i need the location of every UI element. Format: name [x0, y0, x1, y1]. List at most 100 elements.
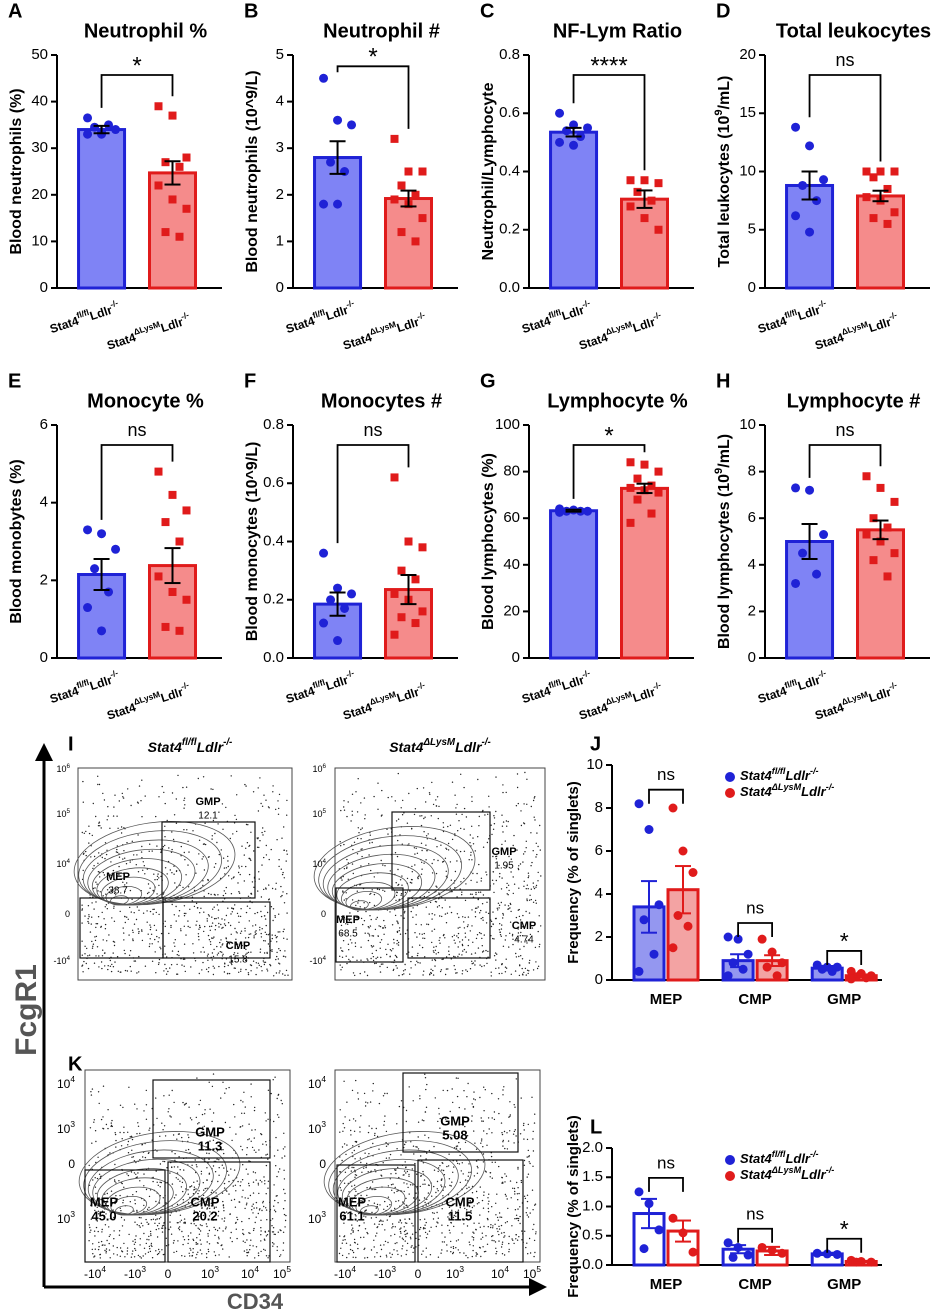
event-dot [490, 925, 493, 928]
event-dot [244, 930, 246, 932]
event-dot [424, 956, 426, 958]
x-tick-label-part: fl/fl [783, 677, 798, 690]
event-dot [398, 974, 400, 977]
event-dot [535, 1231, 537, 1233]
x-tick-label-part: -/- [345, 298, 356, 310]
event-dot [436, 1180, 439, 1183]
legend-label-part: -/- [810, 1149, 819, 1159]
event-dot [342, 875, 344, 878]
panel-letter: F [244, 370, 256, 392]
event-dot [416, 954, 419, 957]
event-dot [130, 1256, 133, 1258]
significance-label: * [368, 44, 377, 71]
event-dot [171, 792, 174, 794]
event-dot [131, 1138, 134, 1141]
event-dot [441, 1232, 443, 1234]
x-tick-label-part: Stat4 [520, 684, 553, 706]
data-point [390, 195, 399, 204]
event-dot [193, 1186, 196, 1188]
event-dot [441, 1178, 443, 1180]
event-dot [426, 1198, 428, 1201]
event-dot [418, 875, 420, 877]
legend-label-part: -/- [810, 766, 819, 776]
event-dot [442, 1162, 444, 1165]
event-dot [417, 877, 419, 880]
event-dot [123, 939, 125, 941]
event-dot [525, 910, 527, 913]
event-dot [110, 1124, 113, 1127]
event-dot [476, 907, 478, 909]
event-dot [501, 814, 503, 816]
event-dot [493, 815, 495, 817]
y-tick-label-part: 6 [322, 763, 326, 770]
event-dot [433, 946, 435, 948]
event-dot [342, 1122, 344, 1125]
event-dot [244, 783, 246, 786]
event-dot [358, 1145, 360, 1148]
event-dot [260, 1250, 262, 1253]
event-dot [515, 956, 518, 958]
event-dot [343, 1222, 345, 1224]
y-tick-label-part: 10 [57, 1122, 71, 1136]
event-dot [513, 883, 516, 885]
event-dot [519, 964, 521, 966]
event-dot [225, 937, 227, 939]
event-dot [439, 970, 442, 973]
event-dot [185, 874, 187, 876]
event-dot [183, 965, 185, 967]
event-dot [506, 882, 508, 885]
event-dot [117, 827, 119, 829]
event-dot [343, 806, 345, 808]
event-dot [532, 1150, 535, 1152]
event-dot [433, 1185, 435, 1188]
event-dot [285, 850, 288, 852]
event-dot [422, 1206, 424, 1208]
event-dot [213, 936, 215, 938]
significance-label: * [132, 52, 141, 79]
event-dot [379, 1204, 381, 1206]
event-dot [463, 1223, 465, 1225]
event-dot [378, 1220, 381, 1223]
x-tick-label-part: ΔLysM [132, 319, 161, 337]
event-dot [348, 949, 350, 951]
event-dot [503, 1130, 506, 1133]
event-dot [152, 913, 154, 915]
event-dot [411, 1222, 413, 1225]
data-point [634, 1187, 644, 1197]
event-dot [365, 910, 367, 913]
event-dot [491, 1161, 493, 1164]
event-dot [526, 942, 528, 944]
event-dot [270, 906, 273, 908]
event-dot [527, 1216, 530, 1218]
event-dot [140, 1257, 142, 1259]
x-tick-label-part: Ldlr [395, 315, 421, 335]
event-dot [355, 918, 358, 921]
event-dot [399, 879, 402, 881]
event-dot [534, 946, 537, 949]
x-tick-label-part: Stat4 [813, 700, 846, 722]
chart-title: Total leukocytes [776, 20, 931, 42]
panel-letter: A [8, 0, 22, 22]
x-tick-label: Stat4ΔLysMLdlr-/- [340, 310, 428, 353]
event-dot [437, 1190, 439, 1192]
event-dot [533, 1122, 536, 1124]
event-dot [347, 801, 349, 803]
event-dot [477, 836, 479, 838]
event-dot [115, 894, 117, 896]
event-dot [472, 941, 474, 943]
event-dot [491, 1117, 493, 1119]
event-dot [348, 1119, 351, 1121]
event-dot [90, 1229, 92, 1231]
event-dot [485, 1250, 487, 1253]
event-dot [97, 916, 100, 918]
legend-label-part: fl/fl [772, 766, 786, 776]
event-dot [532, 799, 535, 802]
event-dot [265, 933, 268, 936]
event-dot [261, 970, 263, 972]
event-dot [477, 778, 479, 781]
event-dot [224, 963, 226, 965]
x-tick-label: Stat4ΔLysMLdlr-/- [104, 680, 192, 723]
event-dot [221, 1164, 223, 1166]
event-dot [505, 1175, 508, 1177]
event-dot [347, 923, 349, 925]
